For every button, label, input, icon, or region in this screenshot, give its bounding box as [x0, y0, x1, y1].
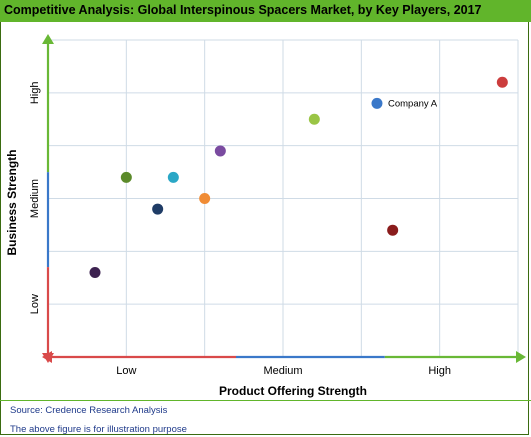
data-point — [120, 171, 132, 183]
data-point — [199, 193, 211, 204]
point-label: Company A — [388, 98, 438, 109]
x-tick-label: Medium — [263, 365, 302, 377]
x-axis-arrowhead-left — [42, 351, 52, 363]
y-axis-arrowhead — [42, 34, 54, 44]
data-point — [89, 266, 101, 278]
y-tick-label: Low — [29, 294, 41, 314]
footer-divider — [0, 400, 531, 401]
data-points: Company A — [89, 76, 508, 278]
title-bar: Competitive Analysis: Global Interspinou… — [0, 0, 531, 22]
chart-title: Competitive Analysis: Global Interspinou… — [4, 3, 482, 17]
note-text: The above figure is for illustration pur… — [10, 424, 187, 435]
source-text: Source: Credence Research Analysis — [10, 405, 168, 416]
y-tick-label: Medium — [29, 179, 41, 218]
grid — [48, 39, 519, 357]
axes — [42, 34, 526, 363]
data-point — [387, 224, 399, 236]
x-tick-label: Low — [116, 365, 136, 377]
data-point — [308, 113, 320, 125]
data-point — [214, 145, 226, 157]
y-tick-label: High — [29, 82, 41, 105]
x-tick-label: High — [428, 365, 451, 377]
y-axis-title: Business Strength — [5, 149, 19, 255]
axis-labels: Low Medium High Low Medium High Product Offeri… — [5, 82, 451, 398]
data-point — [167, 171, 179, 183]
x-axis-title: Product Offering Strength — [219, 384, 367, 398]
data-point — [496, 76, 508, 88]
x-axis-arrowhead — [516, 351, 526, 363]
data-point — [152, 203, 164, 215]
data-point — [371, 97, 383, 109]
